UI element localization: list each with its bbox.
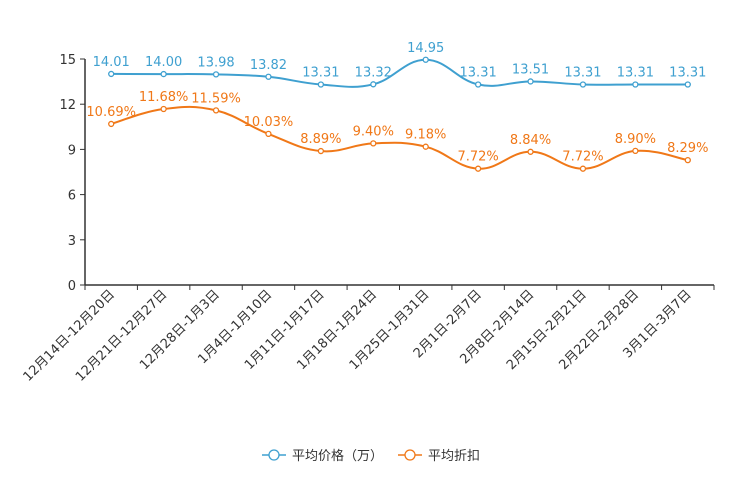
data-point[interactable]: [422, 143, 429, 150]
y-tick-label: 6: [68, 189, 76, 204]
x-tick-label: 12月14日-12月20日: [21, 287, 118, 384]
data-label: 10.69%: [86, 105, 136, 120]
legend-marker-icon: [404, 449, 416, 461]
legend-item-discount[interactable]: 平均折扣: [398, 449, 480, 464]
data-label: 13.51: [512, 62, 549, 77]
data-point[interactable]: [684, 156, 691, 164]
data-label: 13.31: [669, 65, 706, 80]
data-label: 14.00: [145, 55, 182, 70]
data-point[interactable]: [160, 70, 167, 78]
data-point[interactable]: [632, 81, 639, 88]
legend-label: 平均价格（万）: [292, 448, 383, 464]
data-label: 13.31: [460, 65, 497, 80]
y-tick-label: 3: [68, 234, 76, 249]
data-point[interactable]: [370, 81, 377, 88]
data-label: 11.68%: [139, 90, 189, 105]
data-point[interactable]: [579, 81, 587, 88]
data-point[interactable]: [632, 147, 639, 155]
data-point[interactable]: [422, 56, 429, 63]
data-label: 7.72%: [562, 150, 603, 165]
x-tick-label: 12月21日-12月27日: [73, 287, 170, 384]
data-label: 13.82: [250, 58, 287, 73]
data-point[interactable]: [160, 105, 167, 113]
legend-label: 平均折扣: [428, 449, 480, 464]
series-layer: 14.01 14.00 13.98 13.82 13.31 13.32 14.95 13.31…: [86, 41, 708, 172]
legend[interactable]: 平均价格（万） 平均折扣: [262, 448, 480, 464]
legend-item-price[interactable]: 平均价格（万）: [262, 448, 383, 464]
data-label: 11.59%: [191, 91, 241, 106]
data-point[interactable]: [212, 107, 220, 114]
series-discount: 10.69%11.68% 11.59%10.03% 8.89% 9.40% 9.18% 7…: [86, 90, 708, 172]
y-tick-label: 12: [59, 98, 76, 113]
data-label: 14.01: [93, 55, 130, 70]
data-point[interactable]: [265, 130, 272, 138]
data-point[interactable]: [527, 148, 534, 155]
data-point[interactable]: [212, 71, 220, 78]
data-label: 13.31: [564, 65, 601, 80]
series-line: [110, 105, 688, 170]
legend-marker-icon: [268, 449, 280, 461]
data-label: 13.31: [617, 65, 654, 80]
data-label: 8.84%: [510, 133, 551, 148]
y-tick-label: 9: [68, 143, 76, 158]
data-label: 9.40%: [353, 124, 394, 139]
data-point[interactable]: [317, 147, 325, 155]
data-label: 13.31: [302, 65, 339, 80]
data-point[interactable]: [108, 120, 115, 128]
series-price: 14.01 14.00 13.98 13.82 13.31 13.32 14.95 13.31…: [93, 41, 706, 88]
y-tick-label: 15: [59, 53, 76, 68]
data-label: 13.32: [355, 65, 392, 80]
data-label: 14.95: [407, 41, 444, 56]
data-label: 9.18%: [405, 128, 446, 143]
data-label: 7.72%: [457, 150, 498, 165]
axes: 0369121512月14日-12月20日12月21日-12月27日12月28日…: [21, 53, 715, 385]
data-point[interactable]: [370, 140, 377, 147]
data-point[interactable]: [474, 165, 482, 172]
data-label: 8.90%: [615, 132, 656, 147]
data-label: 8.29%: [667, 141, 708, 156]
data-point[interactable]: [527, 78, 534, 85]
data-point[interactable]: [684, 81, 691, 88]
data-label: 10.03%: [244, 115, 294, 130]
data-label: 13.98: [197, 55, 234, 70]
data-label: 8.89%: [300, 132, 341, 147]
data-point[interactable]: [579, 165, 587, 172]
data-point[interactable]: [108, 70, 115, 78]
y-tick-label: 0: [68, 279, 76, 294]
data-point[interactable]: [317, 81, 325, 88]
data-point[interactable]: [265, 73, 272, 80]
data-point[interactable]: [474, 81, 482, 88]
